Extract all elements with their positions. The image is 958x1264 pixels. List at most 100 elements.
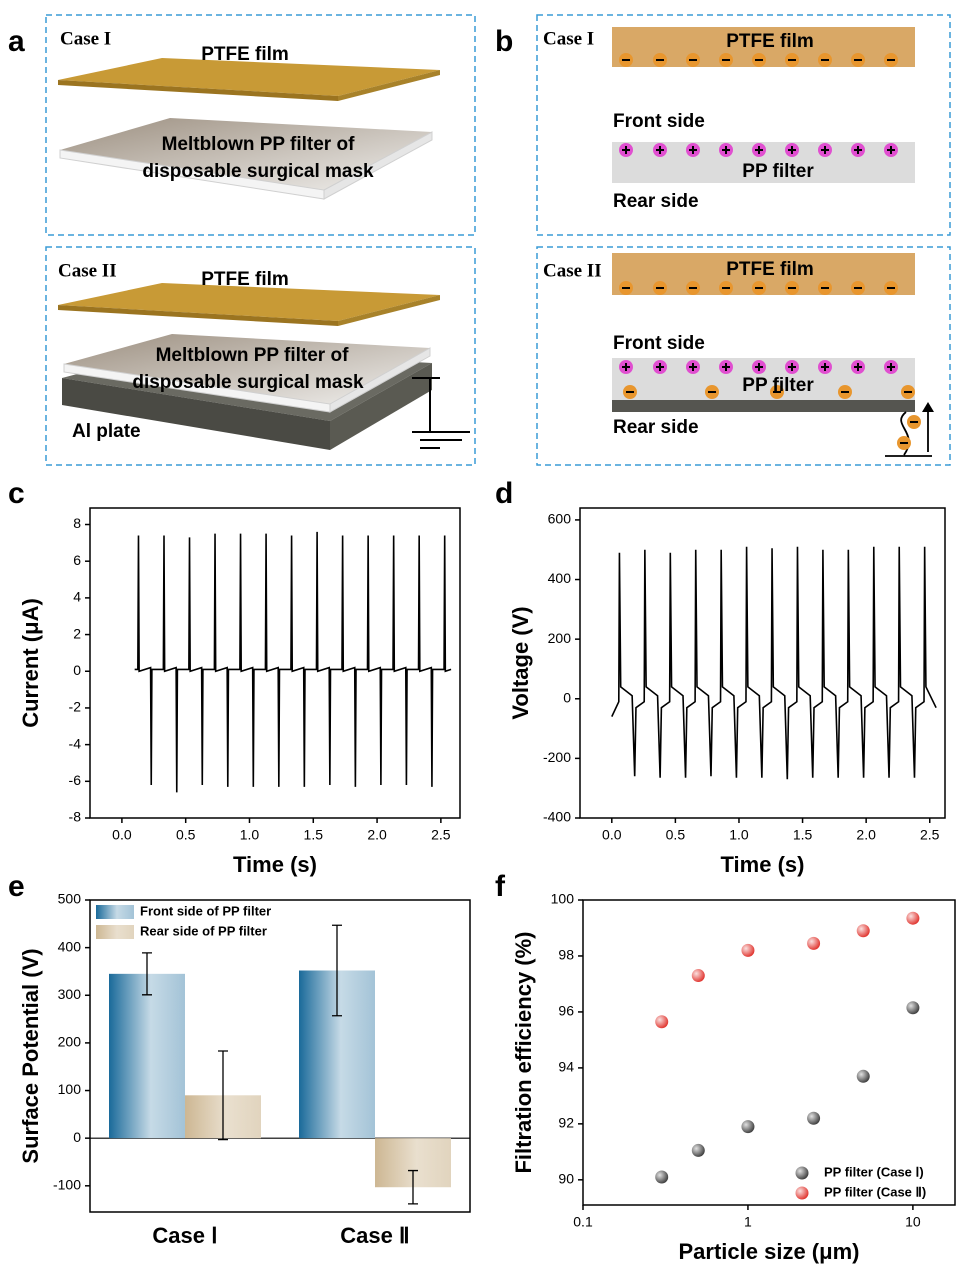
point (741, 1120, 755, 1134)
y-axis-title: Voltage (V) (508, 606, 533, 719)
case-box (536, 14, 951, 236)
y-tick-label: 92 (558, 1115, 574, 1131)
point (691, 1143, 705, 1157)
point (856, 924, 870, 938)
x-axis-title: Particle size (μm) (679, 1239, 860, 1264)
panel-b: b Case I PTFE film Front side PP filter … (495, 14, 951, 466)
pp-edge (329, 347, 431, 413)
y-tick-label: -400 (543, 809, 571, 825)
filter-label: Meltblown PP filter of (162, 134, 355, 155)
film-label: PTFE film (726, 259, 814, 280)
ptfe-edge (58, 305, 338, 326)
signal-line (134, 531, 452, 793)
plot-frame (582, 899, 956, 1206)
legend-marker (795, 1186, 809, 1200)
y-tick-label: 200 (548, 630, 572, 646)
point (856, 1069, 870, 1083)
case-box (45, 246, 476, 466)
panel-label: a (8, 25, 25, 58)
rear-label: Rear side (613, 191, 699, 212)
error-bar (332, 924, 342, 1017)
y-tick-label: -8 (69, 809, 82, 825)
x-tick-label: 1.5 (793, 827, 813, 843)
y-tick-label: 100 (58, 1081, 82, 1097)
ptfe-film (58, 283, 440, 321)
x-tick-label: 0.1 (573, 1214, 593, 1230)
y-tick-label: 4 (73, 589, 81, 605)
case-box (45, 14, 476, 236)
ptfe-edge (338, 295, 440, 326)
film-label: PTFE film (726, 31, 814, 52)
ground-symbol (412, 377, 470, 449)
panel-label: d (495, 477, 513, 510)
filter-label: disposable surgical mask (142, 161, 374, 182)
y-axis-title: Surface Potential (V) (18, 948, 43, 1163)
al-plate-edge (330, 363, 432, 450)
point (655, 1170, 669, 1184)
legend-label: Front side of PP filter (140, 903, 271, 918)
charges (619, 53, 921, 450)
y-tick-label: 300 (58, 986, 82, 1002)
pp-filter (60, 118, 432, 190)
y-tick-label: -100 (53, 1177, 81, 1193)
x-axis-title: Time (s) (721, 852, 805, 877)
bar (109, 973, 185, 1139)
case-label: Case II (543, 260, 602, 281)
plate-label: Al plate (72, 421, 141, 442)
case-label: Case II (58, 260, 117, 281)
ptfe-edge (338, 70, 440, 101)
case-box (536, 246, 951, 466)
point (807, 936, 821, 950)
panel-label: e (8, 870, 25, 903)
plot-frame (579, 507, 946, 819)
pp-filter (64, 334, 430, 404)
x-tick-label: 1 (744, 1214, 752, 1230)
error-bar (218, 1050, 228, 1141)
y-tick-label: -2 (69, 699, 82, 715)
y-tick-label: 600 (548, 511, 572, 527)
point (807, 1111, 821, 1125)
ptfe-edge (58, 80, 338, 101)
chart-scatter: f Filtration efficiency (%) Particle size … (495, 870, 956, 1264)
point (655, 1015, 669, 1029)
error-bar (142, 952, 152, 996)
y-tick-label: 400 (548, 570, 572, 586)
x-tick-label: Case Ⅰ (152, 1223, 217, 1248)
filter-label: disposable surgical mask (132, 372, 364, 393)
y-tick-label: -200 (543, 749, 571, 765)
legend-marker (795, 1166, 809, 1180)
front-label: Front side (613, 333, 705, 354)
panel-label: b (495, 25, 513, 58)
x-tick-label: 2.0 (856, 827, 876, 843)
legend-label: PP filter (Case Ⅱ) (824, 1184, 926, 1199)
plot-frame (89, 899, 471, 1213)
x-tick-label: 0.0 (602, 827, 622, 843)
y-tick-label: 0 (73, 1129, 81, 1145)
chart-line: d Voltage (V) Time (s) -400 -200 0 200 400 600 0.… (495, 477, 946, 877)
chart-bar: e Surface Potential (V) -100 0 100 200 300 400 5… (8, 870, 471, 1248)
filter-label: PP filter (742, 161, 814, 182)
panel-label: c (8, 477, 25, 510)
electrode (612, 400, 915, 412)
y-tick-label: -4 (69, 735, 82, 751)
point (906, 1001, 920, 1015)
x-tick-label: 2.5 (431, 827, 451, 843)
x-tick-label: 10 (905, 1214, 921, 1230)
signal-line (611, 546, 937, 780)
filter-label: Meltblown PP filter of (156, 345, 349, 366)
x-tick-label: 0.5 (666, 827, 686, 843)
y-tick-label: 0 (73, 662, 81, 678)
error-bar (408, 1169, 418, 1205)
front-label: Front side (613, 111, 705, 132)
point (691, 969, 705, 983)
y-tick-label: 6 (73, 552, 81, 568)
x-tick-label: 1.5 (304, 827, 324, 843)
y-tick-label: 90 (558, 1171, 574, 1187)
filter-label: PP filter (742, 375, 814, 396)
plot-frame (89, 507, 461, 819)
x-tick-label: 0.0 (112, 827, 132, 843)
x-tick-label: 2.5 (920, 827, 940, 843)
y-tick-label: 500 (58, 891, 82, 907)
x-tick-label: Case Ⅱ (340, 1223, 410, 1248)
